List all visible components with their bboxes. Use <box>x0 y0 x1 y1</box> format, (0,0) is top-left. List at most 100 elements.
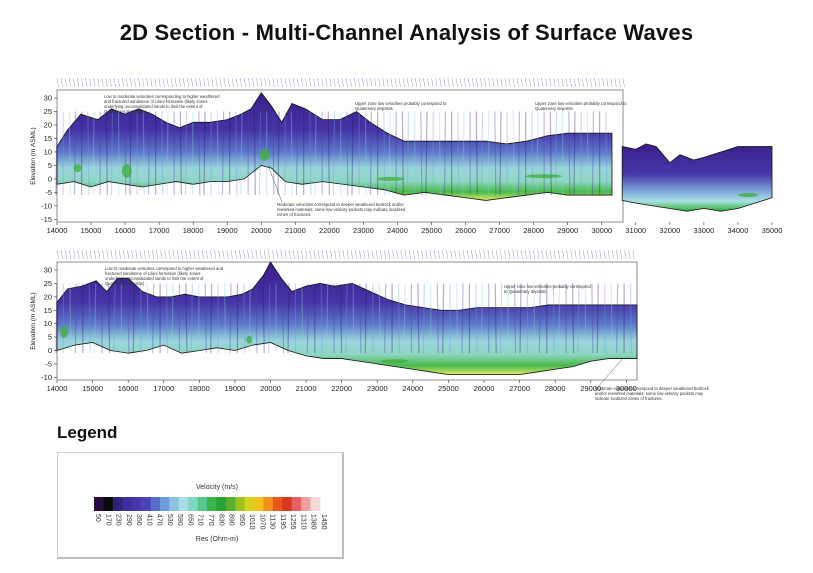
y-tick-label: 25 <box>44 107 52 116</box>
y-tick-label: -10 <box>41 201 52 210</box>
y-tick-label: -5 <box>45 188 52 197</box>
y-tick-label: -15 <box>41 215 52 224</box>
velocity-pocket <box>246 335 253 344</box>
x-tick-label: 29000 <box>557 226 578 235</box>
y-tick-label: 10 <box>44 319 52 328</box>
x-tick-label: 14000 <box>47 226 68 235</box>
x-tick-label: 27000 <box>489 226 510 235</box>
legend-color-swatch <box>254 497 264 511</box>
legend-tick-label: 1380 <box>310 514 317 530</box>
velocity-section-body <box>56 261 638 376</box>
x-axis: 14000 15000 16000 17000 18000 19000 20000 21000… <box>47 222 783 235</box>
y-axis: 30 25 20 15 10 5 0 -5 -10 <box>41 266 57 382</box>
legend-color-swatch <box>291 497 302 511</box>
velocity-pocket <box>376 176 405 181</box>
x-tick-label: 26000 <box>474 384 495 393</box>
legend-tick-label: 170 <box>104 514 111 526</box>
x-tick-label: 28000 <box>523 226 544 235</box>
annotation-note: Upper zone low velocities probably corre… <box>355 101 447 111</box>
x-tick-label: 33000 <box>693 226 714 235</box>
y-tick-label: -10 <box>41 373 52 382</box>
x-tick-label: 35000 <box>762 226 783 235</box>
y-tick-label: 5 <box>48 161 52 170</box>
legend-tick-label: 1070 <box>258 514 265 530</box>
legend-tick-label: 50 <box>94 514 101 522</box>
x-tick-label: 24000 <box>402 384 423 393</box>
x-tick-label: 30000 <box>616 384 637 393</box>
legend-res-label: Res (Ohm-m) <box>196 536 238 543</box>
x-tick-label: 29000 <box>580 384 601 393</box>
x-tick-label: 15000 <box>81 226 102 235</box>
x-tick-label: 23000 <box>353 226 374 235</box>
legend-color-swatch <box>159 497 170 511</box>
legend-tick-label: 1310 <box>299 514 306 530</box>
y-tick-label: 25 <box>44 279 52 288</box>
velocity-pocket <box>60 325 69 338</box>
high-velocity-pockets <box>73 148 759 198</box>
x-axis: 14000 15000 16000 17000 18000 19000 20000 21000… <box>47 380 637 393</box>
legend-color-swatch <box>244 497 255 511</box>
legend-tick-label: 710 <box>197 514 204 526</box>
location-label-strip <box>56 77 625 88</box>
x-tick-label: 20000 <box>260 384 281 393</box>
y-tick-label: 20 <box>44 121 52 130</box>
legend-tick-label: 1195 <box>279 514 286 529</box>
legend-tick-label: 470 <box>156 514 163 526</box>
x-tick-label: 25000 <box>438 384 459 393</box>
y-tick-label: 15 <box>44 134 52 143</box>
y-tick-label: 10 <box>44 147 52 156</box>
x-tick-label: 26000 <box>455 226 476 235</box>
y-axis: 30 25 20 15 10 5 0 -5 -10 -15 <box>41 94 57 224</box>
velocity-section-body-east <box>621 143 773 212</box>
x-tick-label: 17000 <box>153 384 174 393</box>
annotation-note: Low to moderate velocities corresponding… <box>104 94 220 114</box>
y-tick-label: -5 <box>45 359 52 368</box>
y-tick-label: 15 <box>44 306 52 315</box>
legend-title: Legend <box>57 423 118 442</box>
x-tick-label: 16000 <box>115 226 136 235</box>
y-tick-label: 0 <box>48 174 52 183</box>
legend-color-swatch <box>301 497 311 511</box>
legend-colorbar: Velocity (m/s) 50 170 230 290 350 410 470 530 590… <box>94 484 327 543</box>
x-tick-label: 23000 <box>367 384 388 393</box>
x-tick-label: 27000 <box>509 384 530 393</box>
legend-color-swatch <box>282 497 293 511</box>
x-tick-label: 14000 <box>47 384 68 393</box>
legend-color-swatch <box>131 497 142 511</box>
location-label-strip <box>56 249 635 260</box>
legend-color-swatch <box>169 497 180 511</box>
legend-tick-label: 950 <box>238 514 245 526</box>
y-tick-label: 30 <box>44 266 52 275</box>
legend-tick-label: 350 <box>135 514 142 526</box>
legend-tick-label: 770 <box>207 514 214 526</box>
annotation-note: Moderate velocities correspond to deeper… <box>277 202 406 217</box>
section-2-chart: 14000 15000 16000 17000 18000 19000 20000 21000… <box>30 249 710 401</box>
x-tick-label: 18000 <box>183 226 204 235</box>
legend-color-swatch <box>141 497 151 511</box>
velocity-section-body <box>56 91 613 201</box>
y-axis-label: Elevation (m ASML) <box>30 292 37 349</box>
legend-color-swatch <box>103 497 114 511</box>
legend-color-swatch <box>263 497 274 511</box>
legend-tick-label: 530 <box>166 514 173 526</box>
annotation-leader <box>267 165 283 203</box>
x-tick-label: 28000 <box>545 384 566 393</box>
legend-color-swatch <box>272 497 283 511</box>
legend-velocity-label: Velocity (m/s) <box>196 484 238 491</box>
x-tick-label: 30000 <box>591 226 612 235</box>
x-tick-label: 16000 <box>118 384 139 393</box>
legend-color-swatch <box>235 497 245 511</box>
legend-tick-label: 230 <box>115 514 122 526</box>
legend-color-swatch <box>225 497 236 511</box>
legend-tick-label: 1010 <box>248 514 255 530</box>
x-tick-label: 15000 <box>82 384 103 393</box>
annotation-note: Moderate velocities correspond to deeper… <box>595 386 710 401</box>
legend-tick-label: 290 <box>125 514 132 526</box>
y-tick-label: 30 <box>44 94 52 103</box>
page-title: 2D Section - Multi-Channel Analysis of S… <box>119 20 694 45</box>
x-tick-label: 21000 <box>296 384 317 393</box>
x-tick-label: 21000 <box>285 226 306 235</box>
x-tick-label: 18000 <box>189 384 210 393</box>
high-velocity-pockets <box>60 325 410 364</box>
legend-color-swatch <box>207 497 217 511</box>
